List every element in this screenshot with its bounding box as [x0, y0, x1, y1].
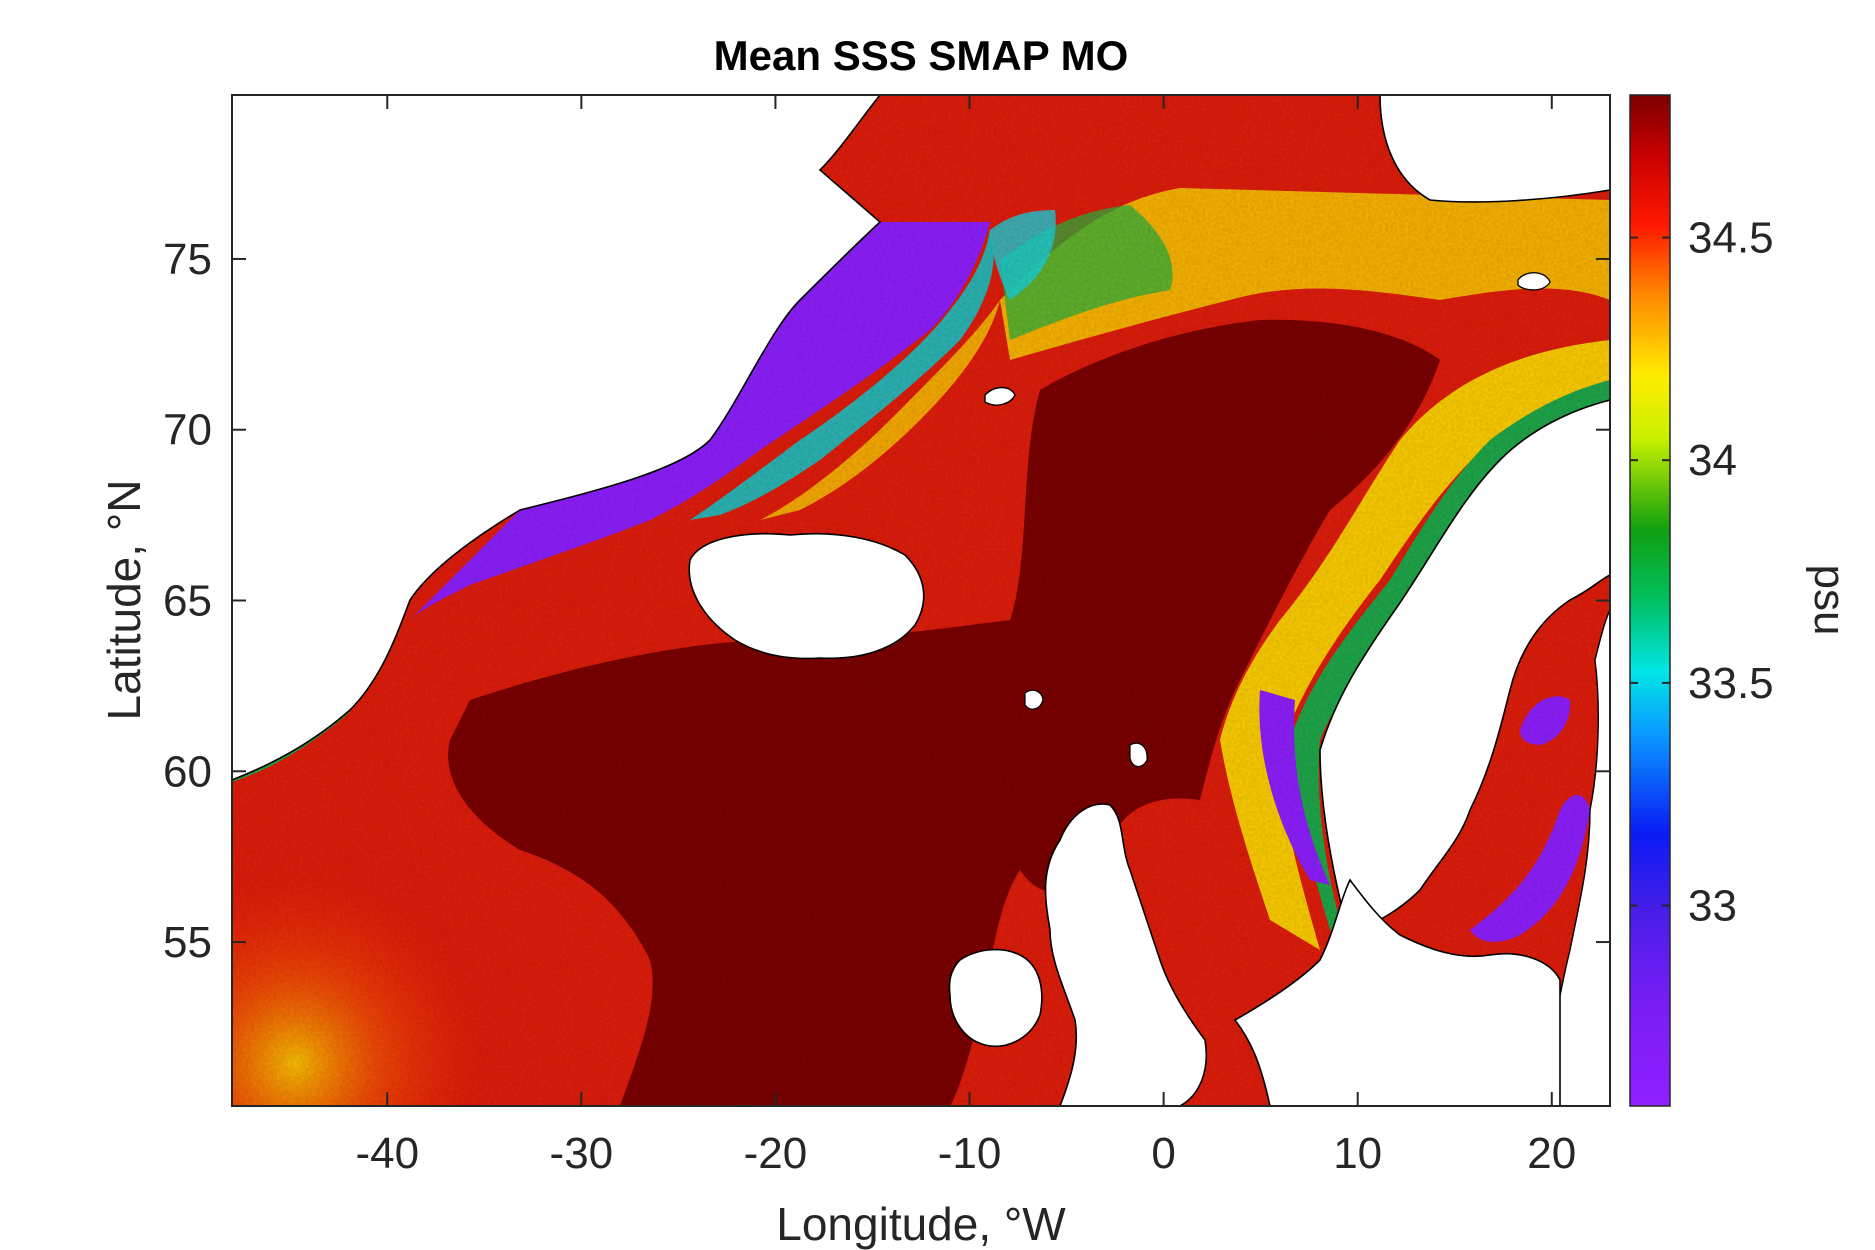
land-bear-island — [1517, 272, 1551, 291]
land-shetland — [1129, 742, 1148, 768]
x-tick-label: -40 — [355, 1129, 419, 1178]
colorbar-label: psu — [1805, 565, 1854, 636]
colorbar-tick-label: 33 — [1688, 882, 1737, 931]
land-ireland — [948, 948, 1043, 1047]
land-greenland — [232, 95, 882, 781]
land-iceland — [688, 532, 925, 660]
land-faroe — [1024, 689, 1044, 710]
land-svalbard — [1379, 95, 1610, 203]
map-area — [232, 95, 1610, 1106]
land-great-britain — [1044, 803, 1207, 1106]
y-axis-ticks: 55 60 65 70 75 — [163, 235, 1610, 967]
x-tick-label: 0 — [1151, 1129, 1175, 1178]
y-axis-label: Latitude, °N — [98, 480, 150, 721]
x-axis-label: Longitude, °W — [776, 1198, 1066, 1250]
land-jan-mayen — [984, 386, 1016, 406]
x-tick-label: -30 — [550, 1129, 614, 1178]
colorbar — [1629, 94, 1671, 1107]
x-axis-ticks: -40 -30 -20 -10 0 10 20 — [355, 95, 1576, 1178]
y-tick-label: 65 — [163, 577, 212, 626]
x-tick-label: -10 — [938, 1129, 1002, 1178]
colorbar-ticks: 33 33.5 34 34.5 — [1630, 214, 1774, 931]
y-tick-label: 75 — [163, 235, 212, 284]
y-tick-label: 70 — [163, 406, 212, 455]
y-tick-label: 55 — [163, 918, 212, 967]
colorbar-tick-label: 34.5 — [1688, 214, 1774, 263]
colorbar-tick-label: 33.5 — [1688, 659, 1774, 708]
x-tick-label: 10 — [1333, 1129, 1382, 1178]
x-tick-label: 20 — [1527, 1129, 1576, 1178]
chart-title: Mean SSS SMAP MO — [714, 32, 1129, 79]
colorbar-tick-label: 34 — [1688, 436, 1737, 485]
land-continental-europe — [1233, 878, 1561, 1106]
y-tick-label: 60 — [163, 747, 212, 796]
x-tick-label: -20 — [744, 1129, 808, 1178]
